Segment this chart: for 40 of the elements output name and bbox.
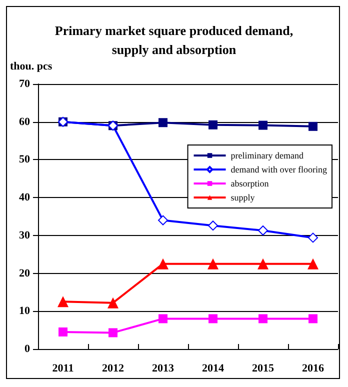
point [208,220,218,231]
point [108,297,118,308]
point [258,226,268,236]
legend-label: preliminary demand [230,150,304,160]
point [158,118,168,128]
point [208,314,218,324]
point [158,314,168,324]
x-tick-label: 2011 [52,362,74,374]
point [308,232,318,243]
point [208,258,218,270]
point [58,296,68,308]
y-tick-label: 30 [19,229,30,242]
x-tick-label: 2015 [252,362,274,374]
point [308,314,318,324]
chart-title: Primary market square produced demand, supply and absorption [54,23,294,57]
y-tick-label: 70 [19,78,30,90]
legend-label: demand with over flooring [230,164,328,174]
legend-label: supply [230,192,256,202]
x-tick-label: 2016 [302,362,324,374]
y-tick-label: 50 [19,154,30,166]
point [308,258,318,270]
y-tick-label: 60 [19,116,30,128]
point [58,327,68,336]
point [208,120,218,130]
point [108,328,118,338]
point [158,215,168,226]
legend-label: absorption [230,178,270,188]
x-tick-label: 2013 [152,362,174,374]
point [308,122,318,131]
point [258,258,268,270]
x-tick-label: 2014 [202,362,224,374]
y-tick-label: 20 [19,267,30,280]
x-tick-label: 2012 [102,362,124,374]
point [158,258,168,270]
y-tick-label: 40 [19,192,30,204]
y-axis-title: thou. pcs [10,60,53,72]
y-tick-label: 10 [19,305,30,318]
point [258,314,268,324]
point [258,120,268,130]
y-tick-label: 0 [24,343,30,355]
